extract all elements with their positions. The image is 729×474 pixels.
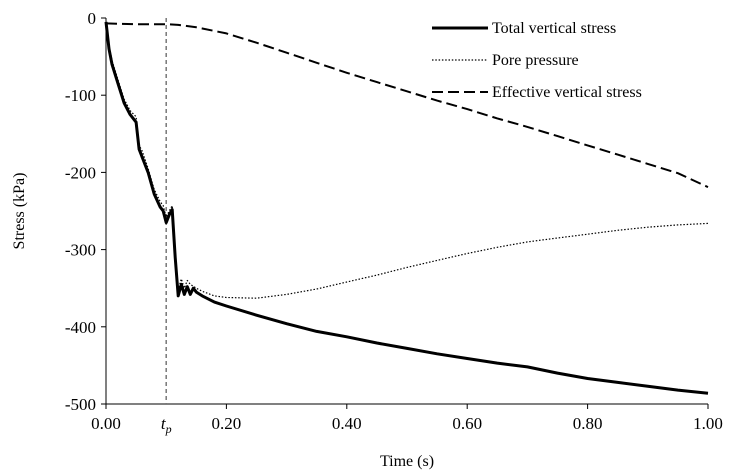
y-tick-label: 0 xyxy=(88,9,97,28)
x-tick-label: 0.60 xyxy=(452,414,482,433)
x-tick-label: 0.80 xyxy=(573,414,603,433)
y-tick-label: -100 xyxy=(65,86,96,105)
y-tick-label: -400 xyxy=(65,318,96,337)
legend-label-0: Total vertical stress xyxy=(492,20,616,37)
y-tick-label: -200 xyxy=(65,163,96,182)
series-line-1 xyxy=(105,21,709,299)
legend-label-2: Effective vertical stress xyxy=(492,84,642,101)
x-tick-label: 0.40 xyxy=(332,414,362,433)
y-axis-title: Stress (kPa) xyxy=(11,173,28,250)
legend-label-1: Pore pressure xyxy=(492,52,579,69)
tick-labels: 0.00 0.20 0.40 0.60 0.80 1.00 0 -100 -200 -300 -40… xyxy=(65,9,723,433)
y-tick-label: -300 xyxy=(65,241,96,260)
x-tick-label: 1.00 xyxy=(693,414,723,433)
legend: Total vertical stress Pore pressure Effect… xyxy=(432,20,642,101)
axes xyxy=(101,17,709,409)
series-lines xyxy=(104,21,709,395)
x-tick-label: 0.20 xyxy=(212,414,242,433)
tp-annotation: tp xyxy=(161,18,172,436)
y-tick-label: -500 xyxy=(65,395,96,414)
tp-label: tp xyxy=(161,414,172,436)
x-tick-label: 0.00 xyxy=(91,414,121,433)
series-line-2 xyxy=(105,22,709,189)
x-axis-title: Time (s) xyxy=(380,453,434,470)
series-line-0 xyxy=(104,21,709,395)
